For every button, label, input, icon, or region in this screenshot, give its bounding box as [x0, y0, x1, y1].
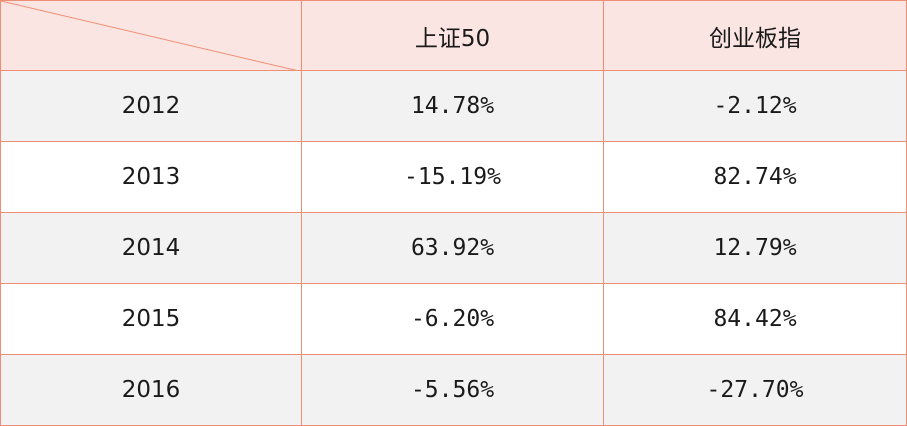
chinext-cell: -27.70% — [604, 355, 907, 426]
table-header-row: 上证50 创业板指 — [0, 0, 907, 72]
table-row: 2015 -6.20% 84.42% — [0, 284, 907, 355]
year-cell: 2013 — [0, 142, 302, 213]
table-row: 2014 63.92% 12.79% — [0, 213, 907, 284]
year-cell: 2016 — [0, 355, 302, 426]
header-sz50: 上证50 — [302, 1, 604, 71]
chinext-cell: -2.12% — [604, 71, 907, 142]
year-cell: 2012 — [0, 71, 302, 142]
chinext-cell: 84.42% — [604, 284, 907, 355]
chinext-cell: 12.79% — [604, 213, 907, 284]
chinext-cell: 82.74% — [604, 142, 907, 213]
header-chinext: 创业板指 — [604, 1, 907, 71]
table-row: 2012 14.78% -2.12% — [0, 71, 907, 142]
sz50-cell: -6.20% — [302, 284, 604, 355]
sz50-cell: -5.56% — [302, 355, 604, 426]
table-row: 2013 -15.19% 82.74% — [0, 142, 907, 213]
sz50-cell: -15.19% — [302, 142, 604, 213]
table-row: 2016 -5.56% -27.70% — [0, 355, 907, 426]
diagonal-divider — [1, 1, 303, 72]
header-corner-cell — [0, 1, 303, 72]
year-cell: 2015 — [0, 284, 302, 355]
sz50-cell: 63.92% — [302, 213, 604, 284]
year-cell: 2014 — [0, 213, 302, 284]
sz50-cell: 14.78% — [302, 71, 604, 142]
